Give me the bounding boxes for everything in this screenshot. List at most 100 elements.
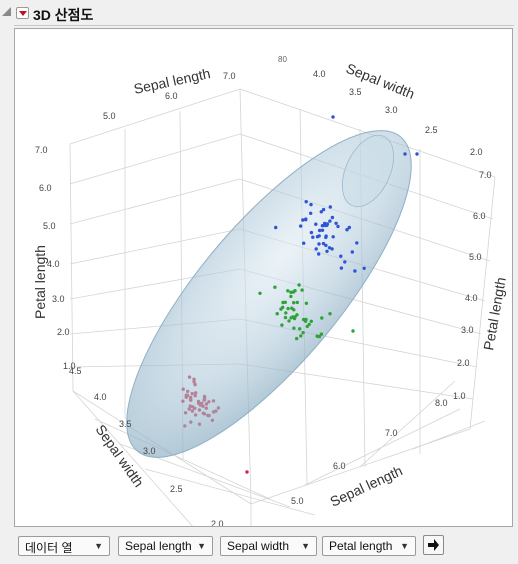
data-point-versicolor: [289, 294, 293, 299]
data-point-versicolor: [319, 332, 324, 336]
data-point-virginica: [343, 260, 347, 264]
chevron-down-icon: ▼: [400, 541, 409, 551]
panel-title: 3D 산점도: [33, 7, 94, 23]
data-point-outlier: [415, 152, 419, 156]
tick-label: 7.0: [35, 145, 48, 155]
data-point-virginica: [324, 235, 328, 240]
data-point-versicolor: [328, 312, 332, 316]
tick-label: 5.0: [43, 221, 56, 231]
data-point-versicolor: [286, 306, 290, 311]
ticks-sepal-width-bottom: 4.5 4.0 3.5 3.0 2.5 2.0: [69, 366, 224, 527]
tick-label: 3.5: [119, 419, 132, 429]
data-point-versicolor: [309, 319, 313, 323]
data-point-virginica: [317, 252, 321, 256]
grid-line: [72, 390, 193, 526]
tick-label: 5.0: [469, 252, 482, 262]
dropdown-label: Petal length: [329, 539, 393, 553]
grid-line: [69, 88, 241, 145]
data-point-virginica: [339, 266, 344, 270]
data-point-outlier: [331, 115, 335, 119]
y-column-dropdown[interactable]: Sepal width ▼: [220, 536, 317, 556]
data-point-versicolor: [293, 289, 297, 293]
tick-label: 2.0: [211, 519, 224, 527]
data-point-virginica: [302, 241, 306, 245]
data-point-virginica: [339, 254, 343, 258]
top-marker-label: 80: [278, 55, 287, 64]
density-ellipsoid: [126, 130, 412, 458]
data-point-virginica: [309, 230, 314, 235]
grid-line: [144, 468, 316, 516]
data-point-virginica: [336, 224, 340, 229]
data-point-versicolor: [300, 288, 304, 292]
dropdown-label: Sepal width: [227, 539, 290, 553]
data-point-versicolor: [289, 290, 293, 294]
tick-label: 3.0: [143, 446, 156, 456]
data-point-virginica: [301, 218, 305, 222]
data-point-virginica: [353, 269, 357, 273]
data-point-versicolor: [283, 315, 288, 320]
ticks-petal-length-left: 7.0 6.0 5.0 4.0 3.0 2.0 1.0: [35, 145, 76, 371]
tick-label: 6.0: [165, 91, 178, 101]
data-point-virginica: [317, 228, 322, 233]
scatterplot-3d-svg[interactable]: 80 Sepal length Sepal width Petal length…: [15, 29, 513, 527]
data-point-virginica: [327, 246, 332, 250]
data-point-virginica: [309, 211, 313, 215]
tick-label: 7.0: [385, 428, 398, 438]
data-point-versicolor: [292, 308, 296, 312]
data-column-dropdown[interactable]: 데이터 열 ▼: [18, 536, 110, 556]
grid-line: [69, 178, 241, 225]
ticks-sepal-width-top: 4.0 3.5 3.0 2.5 2.0: [313, 69, 483, 157]
data-point-versicolor: [295, 336, 299, 341]
data-point-virginica: [347, 225, 351, 230]
grid-line: [69, 228, 241, 265]
data-point-virginica: [317, 242, 321, 246]
data-point-virginica: [304, 200, 308, 204]
data-point-versicolor: [297, 283, 301, 287]
data-point-versicolor: [286, 289, 290, 293]
grid-line: [359, 380, 456, 468]
data-point-virginica: [321, 241, 326, 246]
data-point-virginica: [317, 234, 321, 238]
tick-label: 7.0: [223, 71, 236, 81]
data-point-virginica: [330, 247, 334, 251]
tick-label: 5.0: [291, 496, 304, 506]
data-point-versicolor: [317, 334, 322, 339]
tick-label: 3.0: [461, 325, 474, 335]
grid-line: [94, 418, 271, 500]
tick-label: 3.0: [385, 105, 398, 115]
data-point-virginica: [274, 225, 278, 230]
data-point-virginica: [319, 210, 323, 214]
z-column-dropdown[interactable]: Petal length ▼: [322, 536, 416, 556]
ticks-sepal-length-bottom: 5.0 6.0 7.0 8.0: [291, 398, 448, 506]
data-point-versicolor: [304, 301, 309, 305]
data-point-virginica: [350, 250, 354, 254]
data-point-versicolor: [273, 285, 277, 289]
data-point-versicolor: [287, 319, 291, 323]
tick-label: 6.0: [333, 461, 346, 471]
data-point-versicolor: [303, 319, 308, 323]
tick-label: 4.0: [94, 392, 107, 402]
tick-label: 1.0: [63, 361, 76, 371]
dropdown-label: 데이터 열: [25, 541, 73, 555]
red-triangle-menu-button[interactable]: [16, 7, 29, 19]
data-point-virginica: [331, 235, 335, 239]
data-point-virginica: [328, 219, 332, 223]
data-point-versicolor: [295, 300, 299, 305]
collapse-triangle-icon[interactable]: [2, 7, 11, 16]
x-column-dropdown[interactable]: Sepal length ▼: [118, 536, 213, 556]
data-point-outlier: [245, 470, 249, 474]
arrow-right-icon: [428, 539, 439, 551]
data-point-versicolor: [299, 334, 303, 338]
tick-label: 4.0: [313, 69, 326, 79]
scatterplot-3d-canvas[interactable]: 80 Sepal length Sepal width Petal length…: [14, 28, 513, 527]
tick-label: 4.5: [69, 366, 82, 376]
data-point-versicolor: [320, 316, 324, 320]
data-point-versicolor: [275, 312, 279, 316]
chevron-down-icon: ▼: [301, 541, 310, 551]
data-point-virginica: [314, 247, 318, 251]
data-point-versicolor: [307, 322, 311, 327]
data-point-versicolor: [292, 301, 296, 305]
data-point-versicolor: [301, 331, 305, 335]
next-column-button[interactable]: [423, 535, 444, 555]
ticks-sepal-length-top: 5.0 6.0 7.0: [103, 71, 236, 121]
